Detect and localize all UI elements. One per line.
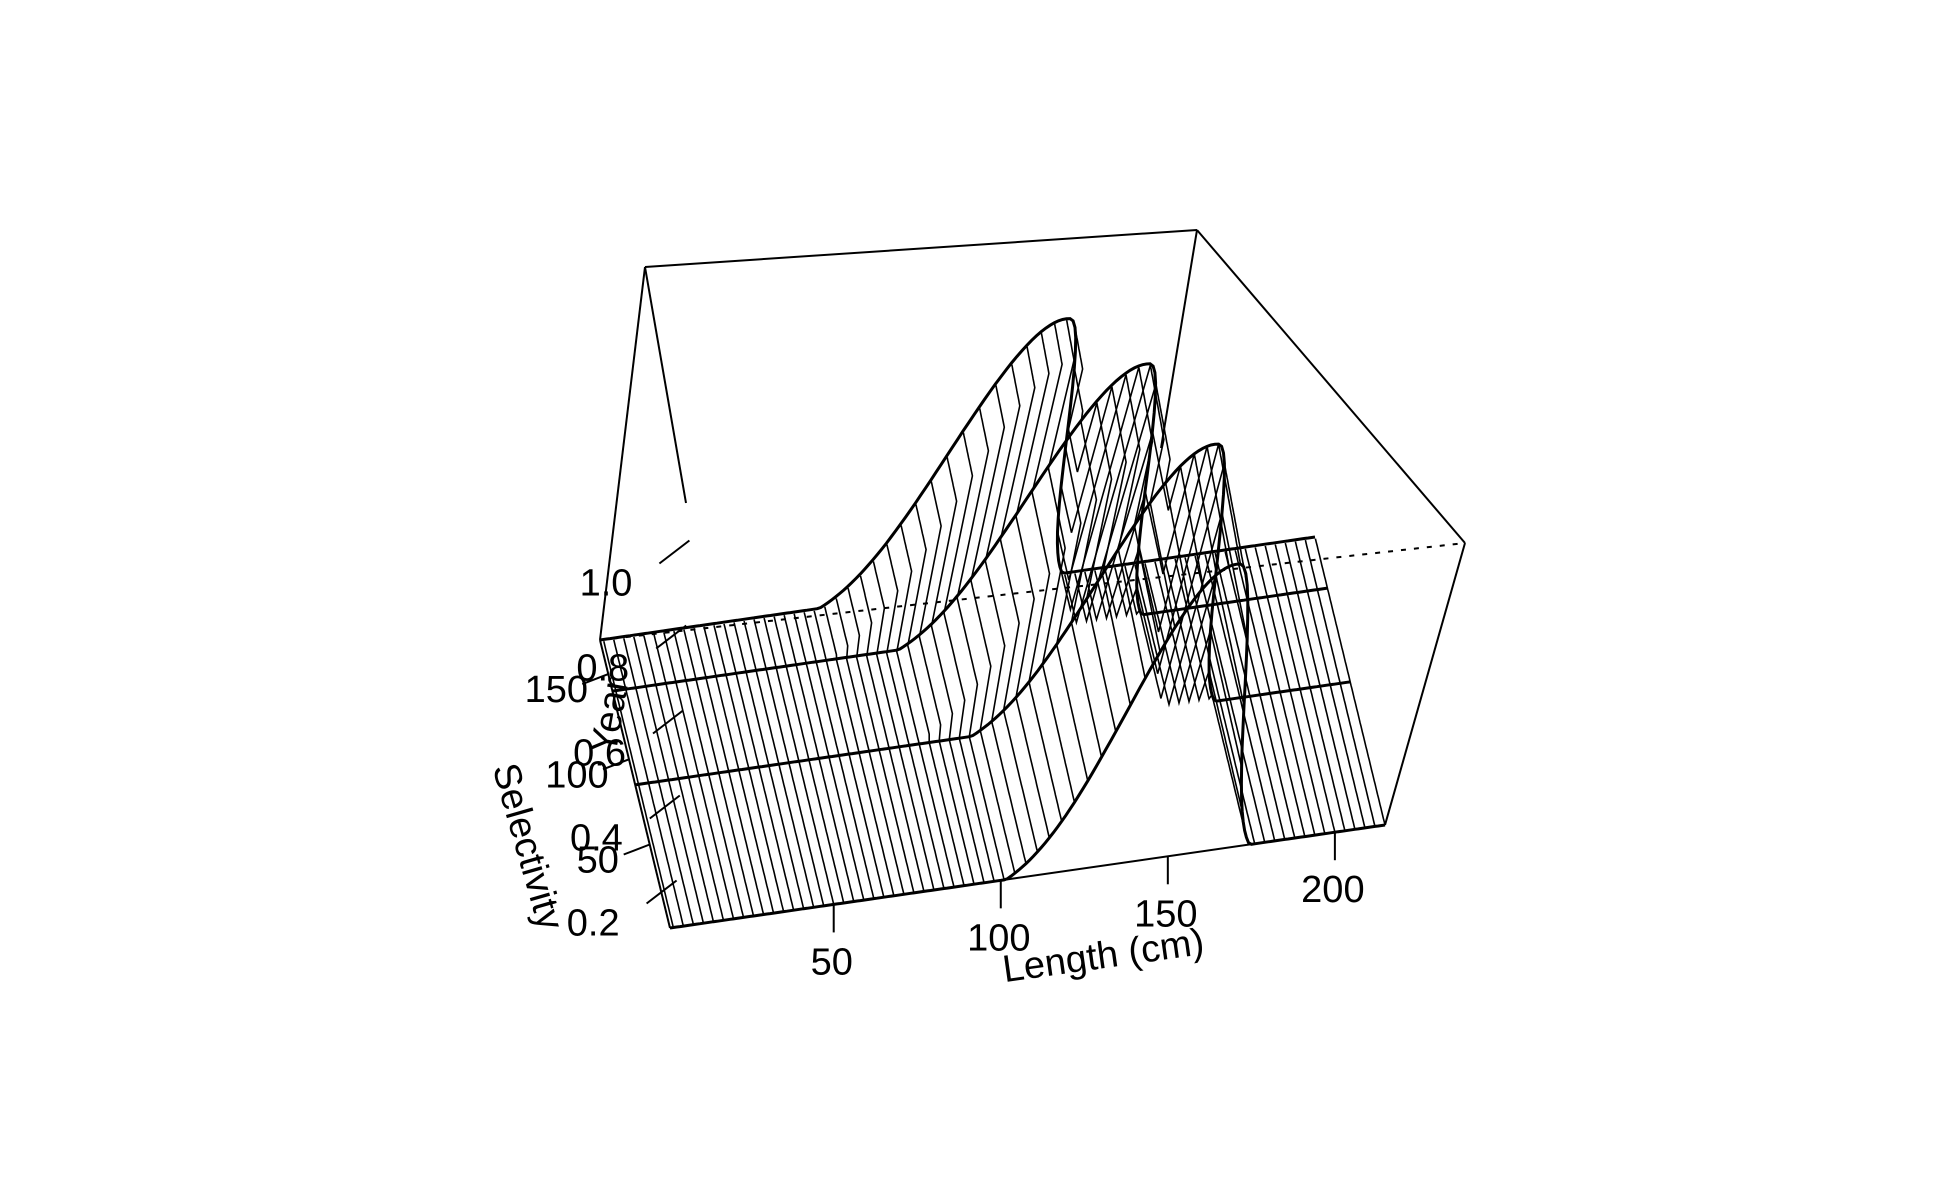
selectivity-tick <box>655 624 687 650</box>
mesh-line-length <box>956 408 1005 881</box>
year-tick <box>623 843 651 856</box>
mesh-line-length <box>885 544 945 889</box>
mesh-line-length <box>1314 538 1386 826</box>
year-tick <box>581 673 609 686</box>
mesh-line-year <box>599 317 1316 642</box>
mesh-line-year <box>634 442 1351 787</box>
selectivity-tick <box>658 539 691 565</box>
surface-mesh <box>599 317 1386 930</box>
year-tick-label: 150 <box>525 669 588 711</box>
selectivity-tick-label: 0.6 <box>573 733 626 775</box>
axes: 50 100 150 200 50 100 150 0.2 0.4 0.6 0.8 1.0 <box>525 539 1365 983</box>
box-edge-left <box>599 266 646 641</box>
year-tick-label: 100 <box>545 754 608 796</box>
length-tick-label: 100 <box>967 917 1030 959</box>
box-edge-back-top <box>644 229 1198 268</box>
box-edge-front-bottom <box>669 824 1386 929</box>
length-tick-label: 50 <box>811 941 853 983</box>
selectivity-tick-label: 0.4 <box>570 818 623 860</box>
year-tick-label: 50 <box>577 839 619 881</box>
selectivity-tick <box>652 709 684 735</box>
box-edge-front-left <box>599 639 671 929</box>
length-tick-label: 150 <box>1134 893 1197 935</box>
box-edge-left-upper <box>644 266 687 504</box>
selectivity-tick-label: 0.8 <box>576 648 629 690</box>
selectivity-tick-label: 0.2 <box>567 903 620 945</box>
selectivity-tick <box>645 879 678 905</box>
year-tick <box>602 758 630 771</box>
length-tick-label: 200 <box>1301 869 1364 911</box>
selectivity-tick-label: 1.0 <box>580 563 633 605</box>
mesh-line-length <box>1028 324 1063 822</box>
mesh-line-length <box>895 525 955 888</box>
mesh-line-length <box>984 364 1027 864</box>
mesh-line-length <box>943 432 995 882</box>
selectivity-tick <box>649 794 681 820</box>
mesh-line-year <box>612 362 1328 693</box>
mesh-line-length <box>1015 333 1051 838</box>
length-axis-title: Length (cm) <box>1000 921 1207 991</box>
box-edge-back-right <box>1160 229 1198 449</box>
box-edge-right <box>1384 542 1466 826</box>
mesh-line-length <box>906 504 965 886</box>
box-edge-right-top <box>1196 229 1466 544</box>
mesh-line-length <box>999 346 1039 853</box>
